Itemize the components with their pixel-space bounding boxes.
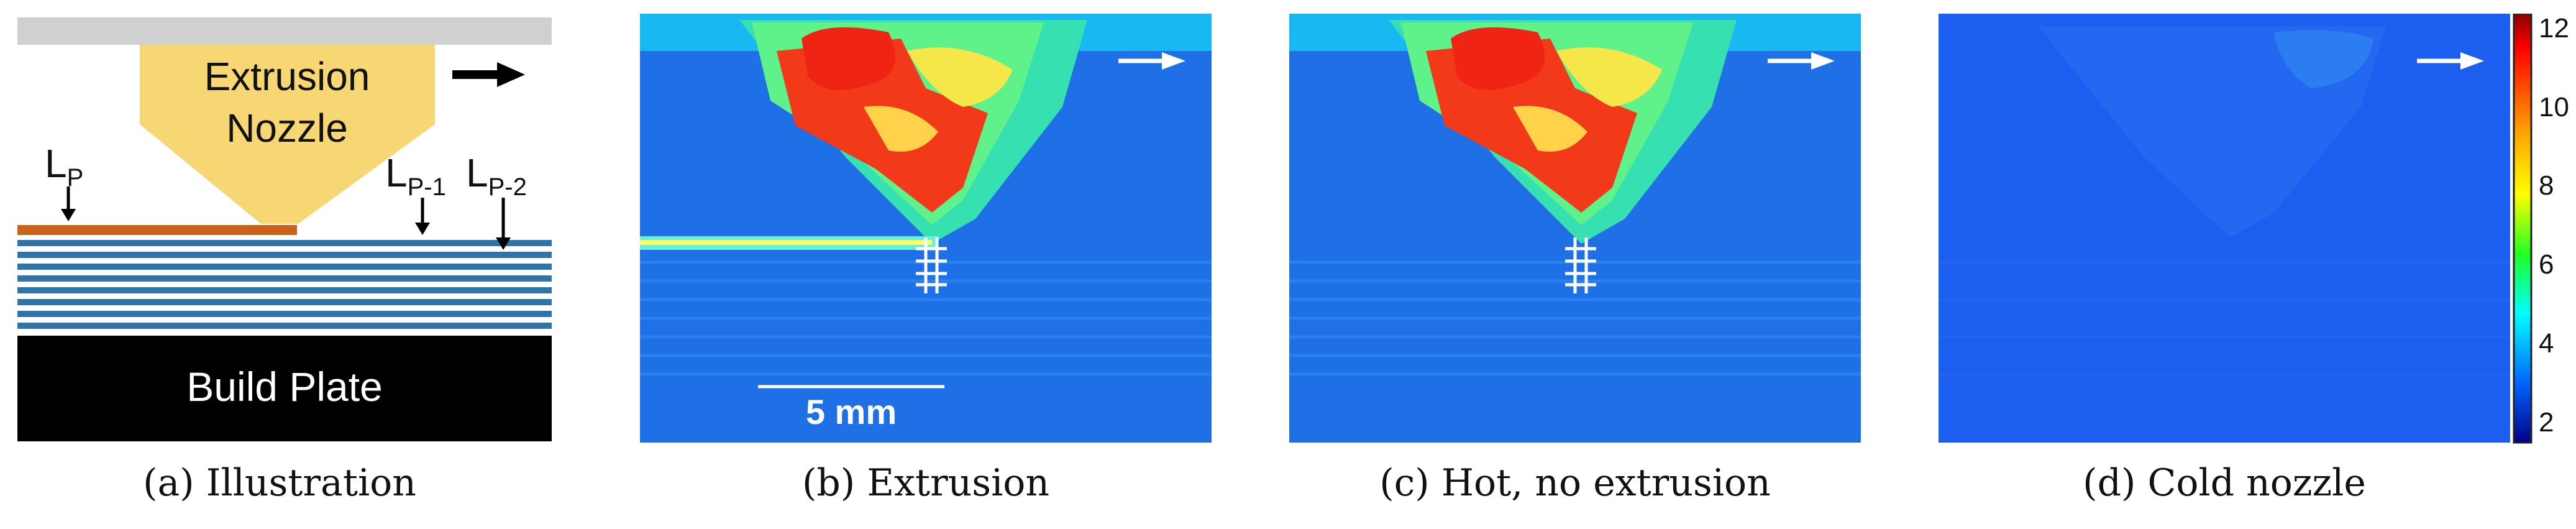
label-lp-2: LP-2 — [466, 150, 527, 250]
panel-extrusion: 5 mm (b) Extrusion — [640, 0, 1212, 529]
colorbar-ticks: 12 10 8 6 4 2 — [2539, 14, 2569, 438]
scale-bar-label: 5 mm — [806, 392, 897, 431]
colorbar — [2513, 14, 2533, 444]
svg-text:LP-2: LP-2 — [466, 150, 527, 201]
label-lp: LP — [45, 141, 83, 221]
thermal-image-extrusion: 5 mm — [640, 14, 1212, 443]
panel-illustration: Extrusion Nozzle Build Plate LP LP-1 — [0, 0, 559, 529]
extrusion-nozzle — [140, 45, 435, 224]
colorbar-tick: 2 — [2539, 407, 2554, 438]
svg-text:LP: LP — [45, 141, 83, 191]
caption-extrusion: (b) Extrusion — [802, 461, 1050, 505]
thermal-image-hot-no-extrusion — [1289, 14, 1861, 443]
colorbar-tick: 4 — [2539, 328, 2554, 359]
colorbar-tick: 6 — [2539, 249, 2554, 280]
caption-cold-nozzle: (d) Cold nozzle — [2083, 461, 2366, 505]
build-plate — [17, 336, 552, 441]
caption-hot-no-extrusion: (c) Hot, no extrusion — [1379, 461, 1771, 505]
svg-text:LP-1: LP-1 — [385, 150, 446, 201]
colorbar-tick: 10 — [2539, 92, 2569, 122]
caption-illustration: (a) Illustration — [143, 461, 416, 505]
nozzle-label-line1: Extrusion — [204, 54, 370, 99]
nozzle-tip-marker — [916, 237, 947, 293]
motion-arrow-icon — [1768, 52, 1835, 70]
nozzle-tip-marker — [1565, 237, 1596, 293]
illustration-diagram: Extrusion Nozzle Build Plate LP LP-1 — [17, 17, 552, 441]
panel-hot-no-extrusion: (c) Hot, no extrusion — [1289, 0, 1861, 529]
gantry-bar — [17, 17, 552, 45]
motion-arrow-icon — [1118, 52, 1185, 70]
nozzle-label-line2: Nozzle — [226, 106, 348, 150]
label-lp-1: LP-1 — [385, 150, 446, 235]
colorbar-tick: 12 — [2539, 14, 2569, 44]
colorbar-tick: 8 — [2539, 170, 2554, 201]
build-plate-label: Build Plate — [186, 364, 383, 410]
thermal-image-cold-nozzle: 12 10 8 6 4 2 — [1939, 14, 2569, 444]
previous-layers — [17, 240, 552, 329]
motion-arrow-icon — [2417, 52, 2484, 70]
direction-arrow — [452, 62, 525, 87]
panel-cold-nozzle: 12 10 8 6 4 2 (d) Cold nozzle — [1939, 0, 2576, 529]
new-layer — [17, 225, 297, 235]
